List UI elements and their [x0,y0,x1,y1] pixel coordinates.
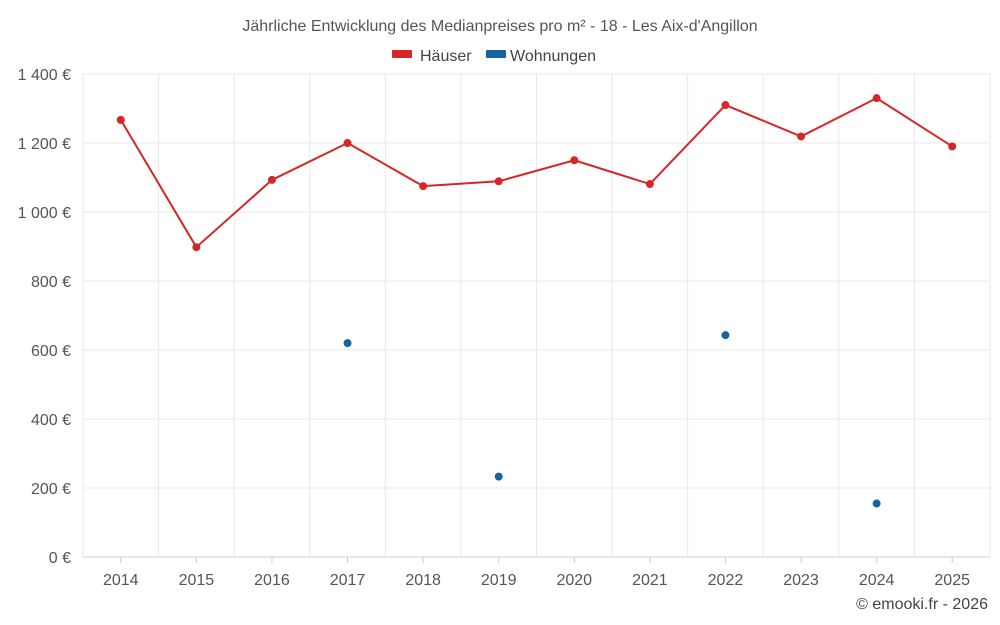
credit-text: © emooki.fr - 2026 [856,596,988,613]
x-tick-label: 2021 [632,572,668,589]
data-point-apartments[interactable] [494,472,503,481]
x-tick-label: 2022 [708,572,744,589]
x-tick-label: 2017 [330,572,366,589]
x-tick-label: 2018 [405,572,441,589]
x-tick-label: 2019 [481,572,517,589]
series-line-houses [649,104,727,185]
data-point-houses[interactable] [267,175,276,184]
data-point-apartments[interactable] [343,339,352,348]
data-point-apartments[interactable] [872,499,881,508]
x-tick-label: 2014 [103,572,139,589]
data-point-houses[interactable] [570,156,579,165]
x-tick-label: 2015 [179,572,215,589]
series-line-houses [271,142,348,181]
data-point-houses[interactable] [192,243,201,252]
x-axis: 2014 2015 2016 2017 2018 2019 2020 2021 2022 2023… [103,557,970,589]
y-axis: 0 € 200 € 400 € 600 € 800 € 1 000 € 1 200 € 1 4… [18,67,71,567]
data-point-houses[interactable] [116,115,125,124]
series-line-houses [800,97,878,138]
y-tick-label: 1 000 € [18,205,71,222]
x-tick-label: 2023 [783,572,819,589]
legend-item-apartments[interactable]: Wohnungen [486,48,596,65]
y-tick-label: 1 400 € [18,67,71,84]
series-line-houses [347,142,424,187]
series-line-houses [195,179,273,248]
data-point-apartments[interactable] [721,331,730,340]
grid [82,73,991,558]
data-point-houses[interactable] [419,182,428,191]
series-line-houses [119,119,198,248]
legend-swatch-apartments [486,50,506,58]
y-tick-label: 600 € [31,343,71,360]
y-tick-label: 400 € [31,412,71,429]
x-tick-label: 2025 [934,572,970,589]
legend: Häuser Wohnungen [392,48,596,65]
series-line-houses [573,159,651,186]
series-line-houses [498,159,575,183]
data-point-houses[interactable] [872,94,881,103]
legend-label-apartments: Wohnungen [510,48,596,65]
legend-label-houses: Häuser [420,48,472,65]
x-tick-label: 2024 [859,572,895,589]
y-tick-label: 800 € [31,274,71,291]
series [116,94,957,508]
data-point-houses[interactable] [721,101,730,110]
legend-swatch-houses [392,50,412,58]
series-line-houses [876,97,953,148]
chart-title: Jährliche Entwicklung des Medianpreises … [242,18,757,35]
data-point-houses[interactable] [797,132,806,141]
y-tick-label: 0 € [49,550,71,567]
x-tick-label: 2020 [556,572,592,589]
data-point-houses[interactable] [494,177,503,186]
y-tick-label: 200 € [31,481,71,498]
y-tick-label: 1 200 € [18,136,71,153]
data-point-houses[interactable] [343,139,352,147]
series-line-houses [423,180,499,188]
data-point-houses[interactable] [948,142,957,151]
x-tick-label: 2016 [254,572,290,589]
series-line-houses [725,104,802,138]
legend-item-houses[interactable]: Häuser [392,48,472,65]
data-point-houses[interactable] [645,180,654,189]
